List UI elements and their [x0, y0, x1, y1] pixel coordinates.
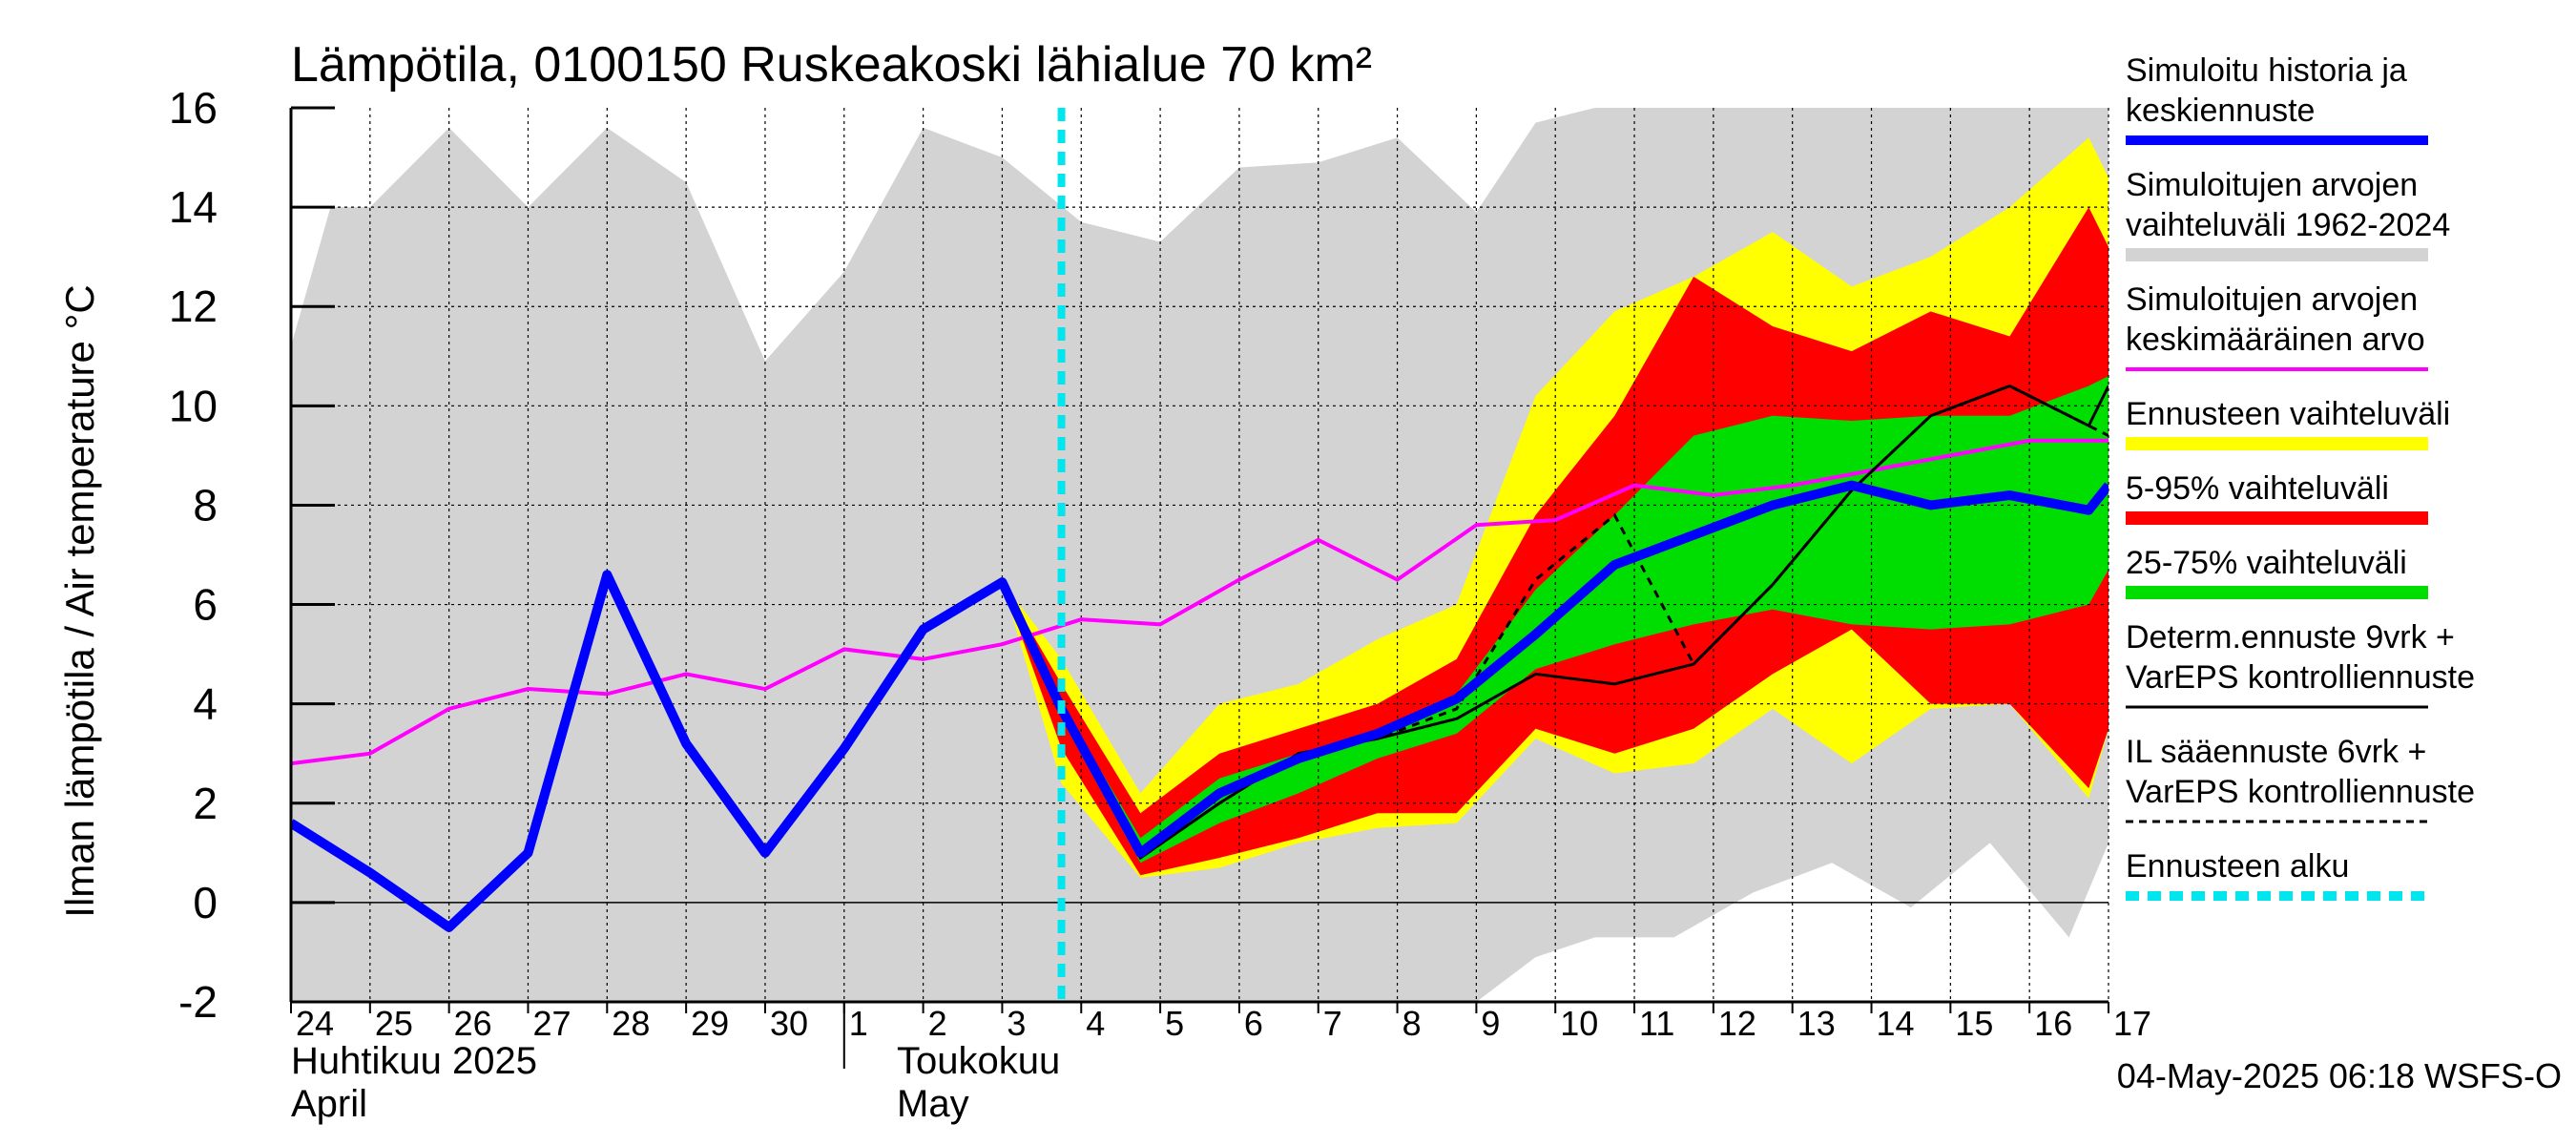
y-tick-label: 2 — [193, 779, 218, 828]
legend-label-hist_mean: Simuloitujen arvojen — [2126, 281, 2418, 318]
x-tick-label: 15 — [1955, 1004, 1993, 1043]
y-tick-label: 6 — [193, 580, 218, 630]
x-tick-label: 5 — [1165, 1004, 1184, 1043]
legend-label-hist_range: Simuloitujen arvojen — [2126, 167, 2418, 203]
plot-bands — [291, 108, 2109, 1002]
x-tick-label: 1 — [849, 1004, 868, 1043]
grid-lines — [291, 108, 2109, 1002]
x-tick-label: 12 — [1718, 1004, 1756, 1043]
legend-label-il: IL sääennuste 6vrk + — [2126, 734, 2426, 770]
legend: Simuloitu historia ja keskiennuste Simuloi… — [2126, 52, 2475, 901]
x-tick-label: 25 — [375, 1004, 413, 1043]
x-tick-label: 26 — [454, 1004, 492, 1043]
x-tick-label: 29 — [691, 1004, 729, 1043]
x-tick-label: 16 — [2034, 1004, 2072, 1043]
y-tick-label: 4 — [193, 679, 218, 729]
month-label-april-en: April — [291, 1083, 367, 1125]
plot-lines — [291, 108, 2109, 1002]
y-tick-label: -2 — [178, 977, 218, 1027]
x-tick-label: 3 — [1007, 1004, 1026, 1043]
legend-label-p5_95: 5-95% vaihteluväli — [2126, 470, 2389, 507]
x-tick-label: 27 — [532, 1004, 571, 1043]
percentile-5-95-band — [1002, 207, 2109, 876]
x-tick-label: 24 — [296, 1004, 334, 1043]
legend-label-hist_range: vaihteluväli 1962-2024 — [2126, 207, 2450, 243]
x-tick-label: 17 — [2113, 1004, 2151, 1043]
y-tick-label: 10 — [169, 381, 218, 430]
deterministic-forecast-line — [1001, 384, 2109, 861]
legend-label-ens_range: Ennusteen vaihteluväli — [2126, 396, 2450, 432]
x-tick-label: 14 — [1877, 1004, 1915, 1043]
historical-mean-line — [291, 438, 2109, 766]
x-tick-label: 28 — [612, 1004, 650, 1043]
legend-label-determ: Determ.ennuste 9vrk + — [2126, 619, 2455, 656]
month-label-april-fi: Huhtikuu 2025 — [291, 1040, 537, 1082]
legend-label-determ: VarEPS kontrolliennuste — [2126, 659, 2475, 696]
chart-title: Lämpötila, 0100150 Ruskeakoski lähialue … — [291, 37, 1372, 93]
x-tick-label: 13 — [1797, 1004, 1836, 1043]
x-tick-label: 8 — [1402, 1004, 1422, 1043]
legend-label-il: VarEPS kontrolliennuste — [2126, 774, 2475, 810]
x-tick-label: 4 — [1086, 1004, 1105, 1043]
simulated-history-line — [291, 480, 2109, 932]
x-tick-label: 11 — [1639, 1004, 1674, 1043]
footer-timestamp: 04-May-2025 06:18 WSFS-O — [2117, 1056, 2562, 1095]
x-axis-labels: 24 25 26 27 28 29 30 1 2 3 4 5 6 7 8 9 10 11 12 13 14 15 16 17 — [296, 1004, 2151, 1043]
il-forecast-line — [1001, 384, 2109, 861]
legend-label-hist_mean: keskimääräinen arvo — [2126, 322, 2425, 358]
month-label-may-fi: Toukokuu — [897, 1040, 1060, 1082]
x-tick-label: 10 — [1560, 1004, 1598, 1043]
y-axis-label: Ilman lämpötila / Air temperature °C — [57, 284, 102, 917]
y-tick-label: 0 — [193, 878, 218, 927]
y-tick-label: 12 — [169, 281, 218, 331]
x-tick-label: 9 — [1481, 1004, 1500, 1043]
x-tick-label: 7 — [1323, 1004, 1342, 1043]
x-tick-label: 2 — [928, 1004, 947, 1043]
y-axis-tick-labels: -2 0 2 4 6 8 10 12 14 16 — [169, 83, 218, 1027]
axes — [289, 106, 2109, 1069]
month-label-may-en: May — [897, 1083, 969, 1125]
legend-label-sim: keskiennuste — [2126, 93, 2315, 129]
legend-label-sim: Simuloitu historia ja — [2126, 52, 2407, 89]
x-tick-label: 6 — [1244, 1004, 1263, 1043]
legend-label-p25_75: 25-75% vaihteluväli — [2126, 545, 2407, 581]
y-tick-label: 14 — [169, 182, 218, 232]
y-tick-label: 8 — [193, 480, 218, 530]
legend-label-start: Ennusteen alku — [2126, 848, 2349, 885]
y-tick-label: 16 — [169, 83, 218, 133]
x-tick-label: 30 — [770, 1004, 808, 1043]
